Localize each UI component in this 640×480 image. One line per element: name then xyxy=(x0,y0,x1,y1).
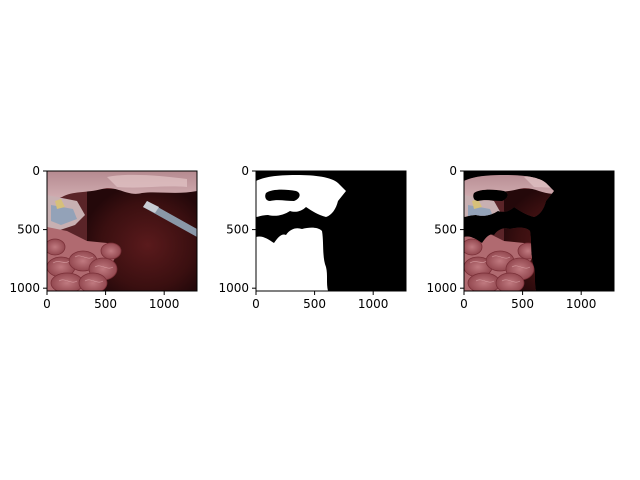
y-tick-label: 500 xyxy=(434,223,457,237)
panel-overlay-frame xyxy=(463,170,615,292)
y-tick-label: 0 xyxy=(241,164,249,178)
panel-original-frame xyxy=(46,170,198,292)
panel-mask-frame xyxy=(255,170,407,292)
y-tick-label: 0 xyxy=(32,164,40,178)
y-tick-label: 500 xyxy=(17,223,40,237)
x-tick-label: 500 xyxy=(511,297,534,311)
mask-foreground xyxy=(256,175,346,291)
x-tick-label: 0 xyxy=(43,297,51,311)
original-image xyxy=(47,171,197,291)
x-tick-label: 1000 xyxy=(358,297,389,311)
y-tick-label: 1000 xyxy=(218,281,249,295)
x-tick-label: 0 xyxy=(460,297,468,311)
y-tick-label: 1000 xyxy=(426,281,457,295)
x-tick-label: 500 xyxy=(303,297,326,311)
x-tick-label: 1000 xyxy=(149,297,180,311)
y-tick-label: 0 xyxy=(449,164,457,178)
x-tick-label: 0 xyxy=(252,297,260,311)
y-tick-label: 500 xyxy=(226,223,249,237)
x-tick-label: 1000 xyxy=(566,297,597,311)
x-tick-label: 500 xyxy=(94,297,117,311)
mask-image xyxy=(256,171,406,291)
y-tick-label: 1000 xyxy=(9,281,40,295)
overlay-image xyxy=(464,171,614,291)
